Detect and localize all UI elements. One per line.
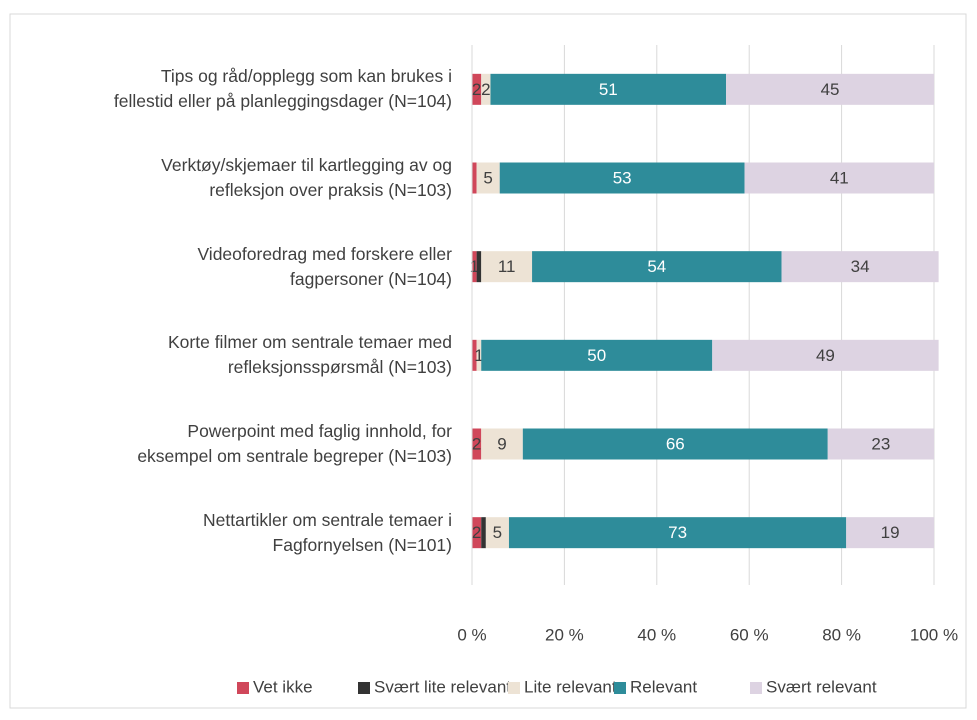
bar-segment bbox=[481, 339, 713, 371]
bar-segment bbox=[522, 428, 828, 460]
category-label: Verktøy/skjemaer til kartlegging av og r… bbox=[161, 155, 452, 200]
data-label: 53 bbox=[613, 168, 632, 187]
data-label: 5 bbox=[483, 168, 492, 187]
x-tick-label: 80 % bbox=[822, 625, 861, 644]
category-label: Korte filmer om sentrale temaer med refl… bbox=[168, 332, 452, 378]
bar-segment bbox=[712, 339, 939, 371]
data-label: 23 bbox=[871, 434, 890, 453]
bar-segment bbox=[499, 162, 745, 194]
legend-label: Svært lite relevant bbox=[374, 677, 511, 696]
legend-swatch bbox=[358, 682, 370, 694]
bar-segment bbox=[472, 251, 477, 283]
x-tick-label: 100 % bbox=[910, 625, 958, 644]
data-label: 1 bbox=[474, 346, 483, 365]
data-label: 73 bbox=[668, 523, 687, 542]
legend-swatch bbox=[237, 682, 249, 694]
data-label: 1 bbox=[470, 257, 479, 276]
bar-segment bbox=[827, 428, 934, 460]
x-tick-label: 0 % bbox=[457, 625, 486, 644]
legend-label: Lite relevant bbox=[524, 677, 617, 696]
bar-segment bbox=[508, 517, 847, 549]
data-label: 34 bbox=[851, 257, 870, 276]
data-label: 2 bbox=[481, 80, 490, 99]
data-label: 2 bbox=[472, 80, 481, 99]
category-label: Nettartikler om sentrale temaer i Fagfor… bbox=[203, 509, 452, 555]
data-label: 2 bbox=[472, 434, 481, 453]
legend-swatch bbox=[750, 682, 762, 694]
bar-segment bbox=[481, 73, 491, 105]
legend-label: Svært relevant bbox=[766, 677, 877, 696]
bar-segment bbox=[481, 517, 486, 549]
data-label: 11 bbox=[498, 257, 516, 276]
bar-segment bbox=[472, 339, 477, 371]
bar-segment bbox=[476, 251, 482, 283]
data-label: 50 bbox=[587, 346, 606, 365]
data-label: 51 bbox=[599, 80, 618, 99]
bar-segment bbox=[744, 162, 934, 194]
bar-segment bbox=[472, 428, 482, 460]
category-label: Tips og råd/opplegg som kan brukes i fel… bbox=[113, 66, 452, 112]
bar-segment bbox=[846, 517, 934, 549]
data-label: 66 bbox=[666, 434, 685, 453]
bar-segment bbox=[781, 251, 939, 283]
x-tick-label: 40 % bbox=[637, 625, 676, 644]
x-tick-label: 20 % bbox=[545, 625, 584, 644]
bar-segment bbox=[485, 517, 509, 549]
bar-segment bbox=[476, 162, 500, 194]
data-label: 54 bbox=[647, 257, 666, 276]
bar-segment bbox=[532, 251, 782, 283]
data-label: 9 bbox=[497, 434, 506, 453]
bar-segment bbox=[476, 339, 482, 371]
data-label: 19 bbox=[881, 523, 900, 542]
bar-segment bbox=[481, 428, 523, 460]
bar-segment bbox=[481, 251, 533, 283]
legend-label: Vet ikke bbox=[253, 677, 313, 696]
category-label: Powerpoint med faglig innhold, for eksem… bbox=[137, 421, 452, 466]
bar-segment bbox=[472, 162, 477, 194]
category-label: Videoforedrag med forskere eller fagpers… bbox=[197, 243, 452, 289]
legend-swatch bbox=[614, 682, 626, 694]
legend-label: Relevant bbox=[630, 677, 697, 696]
bar-segment bbox=[490, 73, 727, 105]
legend-swatch bbox=[508, 682, 520, 694]
bar-segment bbox=[726, 73, 934, 105]
bar-segment bbox=[472, 517, 482, 549]
data-label: 41 bbox=[830, 168, 849, 187]
data-label: 45 bbox=[821, 80, 840, 99]
data-label: 5 bbox=[493, 523, 502, 542]
x-tick-label: 60 % bbox=[730, 625, 769, 644]
bar-segment bbox=[472, 73, 482, 105]
data-label: 49 bbox=[816, 346, 835, 365]
data-label: 2 bbox=[472, 523, 481, 542]
